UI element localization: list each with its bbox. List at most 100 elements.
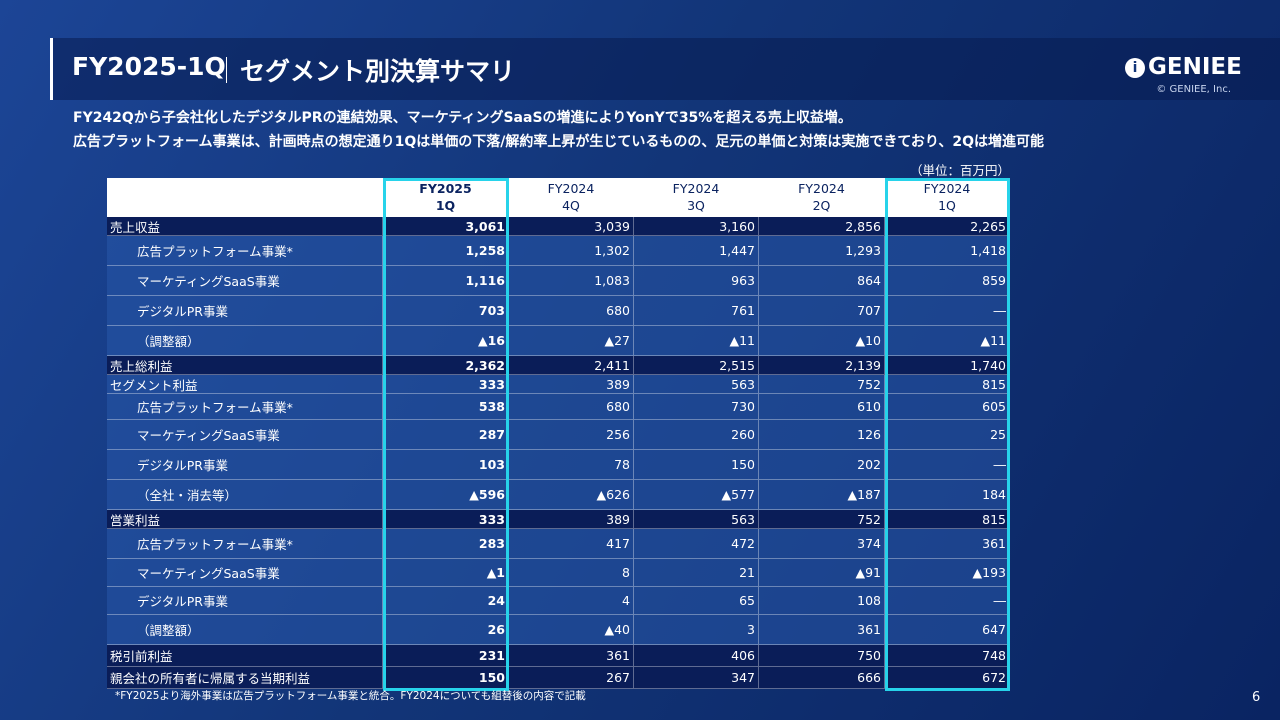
column-header-text: FY2024 [923,181,971,196]
cell-value: 347 [634,667,759,689]
copyright: © GENIEE, Inc. [1156,84,1231,95]
cell-value: ▲577 [634,480,759,510]
cell-value: ▲10 [759,326,885,356]
row-label: マーケティングSaaS事業 [107,266,383,296]
cell-value: 752 [759,375,885,394]
cell-value: ▲91 [759,559,885,587]
column-header-text: 4Q [562,198,580,213]
cell-value: 672 [885,667,1010,689]
cell-value: 472 [634,529,759,559]
column-header-text: 1Q [938,198,956,213]
row-label: （調整額） [107,326,383,356]
column-header-text: FY2025 [419,181,472,196]
cell-value: 963 [634,266,759,296]
cell-value: ▲16 [383,326,509,356]
cell-value: 184 [885,480,1010,510]
cell-value: ▲187 [759,480,885,510]
cell-value: 666 [759,667,885,689]
cell-value: 389 [509,510,634,529]
cell-value: 3,160 [634,217,759,236]
column-header-text: FY2024 [547,181,595,196]
cell-value: 1,083 [509,266,634,296]
summary-line: FY242Qから子会社化したデジタルPRの連結効果、マーケティングSaaSの増進… [73,110,852,126]
cell-value: 3,061 [383,217,509,236]
cell-value: ― [885,450,1010,480]
cell-value: ▲1 [383,559,509,587]
row-label: 広告プラットフォーム事業* [107,529,383,559]
cell-value: ▲11 [885,326,1010,356]
cell-value: 361 [885,529,1010,559]
cell-value: ▲11 [634,326,759,356]
row-label: 広告プラットフォーム事業* [107,236,383,266]
cell-value: 610 [759,394,885,420]
row-label: デジタルPR事業 [107,296,383,326]
cell-value: 150 [383,667,509,689]
footnote: *FY2025より海外事業は広告プラットフォーム事業と統合。FY2024について… [115,690,586,702]
logo-icon: i [1125,58,1145,78]
cell-value: 283 [383,529,509,559]
column-header: FY2024 2Q [759,178,885,217]
cell-value: 3,039 [509,217,634,236]
cell-value: 815 [885,510,1010,529]
cell-value: ▲596 [383,480,509,510]
cell-value: 707 [759,296,885,326]
cell-value: 417 [509,529,634,559]
column-header: FY2024 3Q [634,178,759,217]
column-header: FY2024 4Q [509,178,634,217]
row-label: マーケティングSaaS事業 [107,420,383,450]
cell-value: 2,265 [885,217,1010,236]
cell-value: 126 [759,420,885,450]
cell-value: 108 [759,587,885,615]
cell-value: 333 [383,510,509,529]
cell-value: 260 [634,420,759,450]
cell-value: ― [885,587,1010,615]
cell-value: 730 [634,394,759,420]
cell-value: ▲40 [509,615,634,645]
cell-value: 374 [759,529,885,559]
cell-value: ▲193 [885,559,1010,587]
cell-value: 8 [509,559,634,587]
cell-value: 605 [885,394,1010,420]
cell-value: 2,139 [759,356,885,375]
cell-value: 2,362 [383,356,509,375]
cell-value: 563 [634,375,759,394]
cell-value: 750 [759,645,885,667]
cell-value: 24 [383,587,509,615]
row-label: マーケティングSaaS事業 [107,559,383,587]
cell-value: 761 [634,296,759,326]
cell-value: 1,302 [509,236,634,266]
cell-value: 333 [383,375,509,394]
row-label: 売上総利益 [107,356,383,375]
header-band [50,38,1280,100]
row-label: （全社・消去等） [107,480,383,510]
cell-value: 647 [885,615,1010,645]
header-cell [107,178,383,217]
cell-value: 361 [759,615,885,645]
cell-value: 103 [383,450,509,480]
row-label: セグメント利益 [107,375,383,394]
row-label: デジタルPR事業 [107,450,383,480]
cell-value: 680 [509,394,634,420]
column-header-text: 2Q [812,198,831,213]
cell-value: 815 [885,375,1010,394]
cell-value: 406 [634,645,759,667]
cell-value: 1,447 [634,236,759,266]
cell-value: 267 [509,667,634,689]
cell-value: 752 [759,510,885,529]
cell-value: 65 [634,587,759,615]
cell-value: 21 [634,559,759,587]
cell-value: 2,856 [759,217,885,236]
cell-value: 256 [509,420,634,450]
column-header-text: FY2024 [798,181,845,196]
row-label: 親会社の所有者に帰属する当期利益 [107,667,383,689]
cell-value: 78 [509,450,634,480]
column-header-text: FY2024 [672,181,720,196]
column-header-text: 1Q [435,198,456,213]
cell-value: 538 [383,394,509,420]
column-header: FY2025 1Q [383,178,509,217]
cell-value: 563 [634,510,759,529]
cell-value: 859 [885,266,1010,296]
cell-value: 202 [759,450,885,480]
row-label: 広告プラットフォーム事業* [107,394,383,420]
